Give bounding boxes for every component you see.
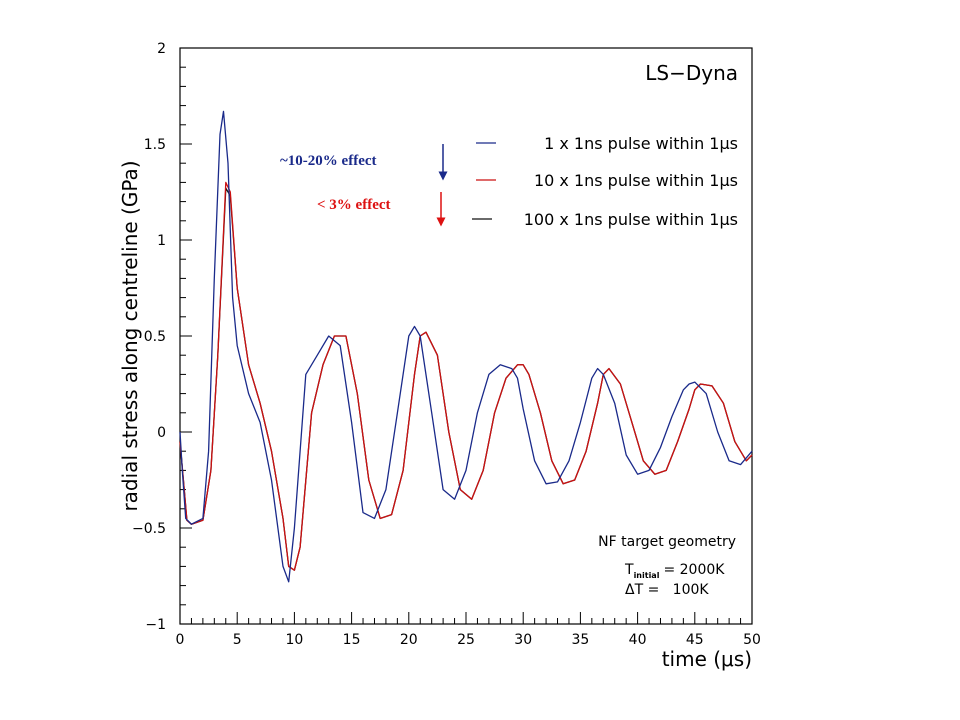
series-line-2 xyxy=(179,181,753,571)
delta-t-note: ΔT = 100K xyxy=(625,582,709,598)
legend-label-series-1: 1 x 1ns pulse within 1μs xyxy=(544,134,738,153)
x-tick-label: 5 xyxy=(233,632,242,648)
legend-label-series-3: 100 x 1ns pulse within 1μs xyxy=(524,210,738,229)
legend-label-series-2: 10 x 1ns pulse within 1μs xyxy=(534,171,738,190)
y-tick-label: −1 xyxy=(145,617,166,633)
x-tick-label: 40 xyxy=(629,632,647,648)
y-tick-label: 2 xyxy=(157,41,166,57)
x-axis-title: time (μs) xyxy=(662,647,752,671)
y-tick-labels: −1 −0.5 0 0.5 1 1.5 2 xyxy=(132,41,166,633)
y-axis-title: radial stress along centreline (GPa) xyxy=(118,160,142,511)
x-tick-label: 10 xyxy=(285,632,303,648)
chart-title: LS−Dyna xyxy=(645,61,738,85)
x-tick-label: 45 xyxy=(686,632,704,648)
series-line-1 xyxy=(179,110,753,583)
t-initial-subscript: initial xyxy=(634,571,660,580)
y-tick-label: 0.5 xyxy=(144,329,166,345)
effect-annotation-upper: ~10-20% effect xyxy=(280,153,377,169)
x-tick-label: 15 xyxy=(343,632,361,648)
t-initial-symbol: T xyxy=(624,562,634,578)
x-tick-label: 20 xyxy=(400,632,418,648)
x-tick-labels: 0 5 10 15 20 25 30 35 40 45 50 xyxy=(176,632,761,648)
y-tick-label: 0 xyxy=(157,425,166,441)
axis-ticks xyxy=(179,47,753,625)
x-tick-label: 25 xyxy=(457,632,475,648)
y-tick-label: 1 xyxy=(157,233,166,249)
series-line-3 xyxy=(179,187,753,571)
x-tick-label: 35 xyxy=(571,632,589,648)
series-group xyxy=(179,110,753,583)
y-tick-label: 1.5 xyxy=(144,137,166,153)
y-tick-label: −0.5 xyxy=(132,521,166,537)
x-tick-label: 0 xyxy=(176,632,185,648)
x-tick-label: 30 xyxy=(514,632,532,648)
legend: 1 x 1ns pulse within 1μs 10 x 1ns pulse … xyxy=(472,134,738,229)
x-tick-label: 50 xyxy=(743,632,761,648)
t-initial-value: = 2000K xyxy=(663,562,725,578)
effect-annotation-lower: < 3% effect xyxy=(317,197,391,213)
geometry-note: NF target geometry xyxy=(598,534,736,550)
t-initial-note: Tinitial = 2000K xyxy=(624,562,725,580)
